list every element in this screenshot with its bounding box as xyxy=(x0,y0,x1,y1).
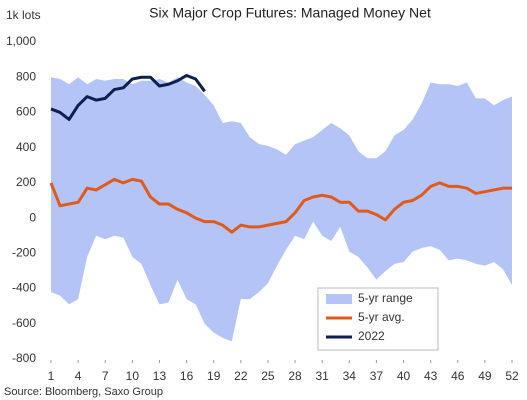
y-tick-label: 200 xyxy=(16,175,36,189)
x-tick-label: 40 xyxy=(397,369,411,383)
x-tick-label: 52 xyxy=(505,369,519,383)
x-tick-label: 25 xyxy=(261,369,275,383)
x-tick-label: 28 xyxy=(288,369,302,383)
line xyxy=(50,73,206,121)
x-tick-label: 37 xyxy=(370,369,384,383)
x-tick-label: 1 xyxy=(48,369,55,383)
legend-label: 5-yr avg. xyxy=(358,310,405,324)
y-tick-label: 1,000 xyxy=(6,34,36,48)
legend-label: 5-yr range xyxy=(358,291,413,305)
y-tick-label: 800 xyxy=(16,69,36,83)
y-axis-label: 1k lots xyxy=(6,8,41,22)
y-tick-label: 600 xyxy=(16,105,36,119)
source: Source: Bloomberg, Saxo Group xyxy=(4,386,163,398)
chart-title: Six Major Crop Futures: Managed Money Ne… xyxy=(149,5,431,21)
x-tick-label: 19 xyxy=(207,369,221,383)
y-tick-label: 0 xyxy=(29,210,36,224)
range-area xyxy=(51,77,512,342)
x-tick-label: 34 xyxy=(343,369,357,383)
y-tick-label: -600 xyxy=(12,316,36,330)
x-tick-label: 16 xyxy=(180,369,194,383)
y-tick-label: -800 xyxy=(12,351,36,365)
x-tick-label: 4 xyxy=(75,369,82,383)
x-tick-label: 43 xyxy=(424,369,438,383)
y-tick-label: -400 xyxy=(12,281,36,295)
x-tick-label: 49 xyxy=(478,369,492,383)
x-tick-label: 31 xyxy=(315,369,329,383)
x-tick-label: 10 xyxy=(126,369,140,383)
x-tick-label: 7 xyxy=(102,369,109,383)
y-tick-label: 400 xyxy=(16,140,36,154)
line xyxy=(49,177,512,234)
legend-label: 2022 xyxy=(358,329,385,343)
x-tick-label: 13 xyxy=(153,369,167,383)
x-tick-label: 46 xyxy=(451,369,465,383)
x-tick-label: 22 xyxy=(234,369,248,383)
legend-swatch xyxy=(326,294,352,304)
y-tick-label: -200 xyxy=(12,246,36,260)
